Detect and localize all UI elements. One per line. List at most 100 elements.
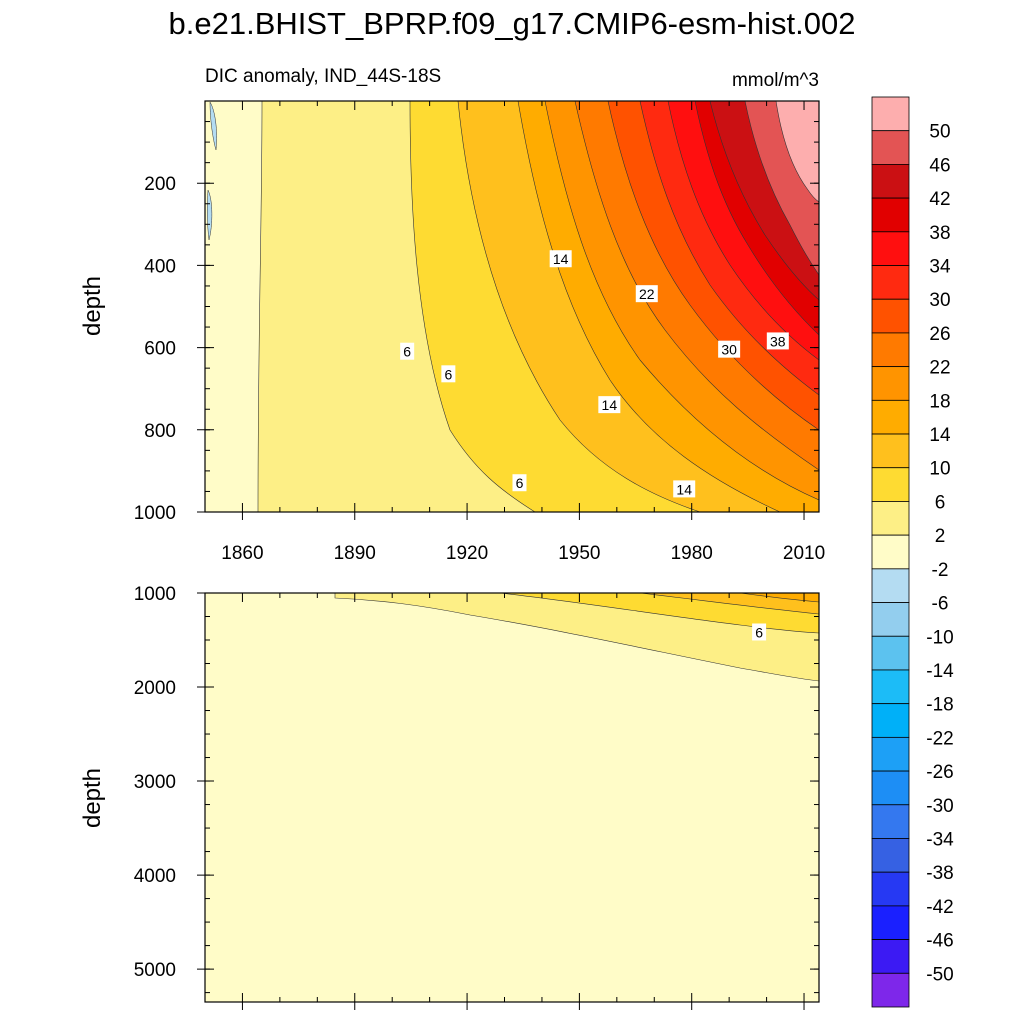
svg-text:6: 6: [755, 624, 763, 640]
colorbar-swatch: [871, 972, 910, 1008]
colorbar-label: -10: [926, 627, 953, 648]
colorbar-label: -46: [926, 931, 953, 952]
colorbar-swatch: [871, 905, 910, 940]
colorbar-label: 34: [929, 257, 951, 278]
chart-subtitle: DIC anomaly, IND_44S-18S: [205, 66, 441, 87]
colorbar-label: 46: [929, 155, 950, 176]
contour-label: 38: [766, 332, 789, 350]
colorbar-label: -6: [932, 594, 949, 615]
colorbar-label: -38: [926, 863, 953, 884]
colorbar-swatch: [871, 804, 910, 839]
colorbar-swatch: [871, 635, 910, 671]
colorbar-swatch: [871, 96, 910, 132]
colorbar-label: -26: [926, 762, 953, 783]
colorbar-label: 26: [929, 324, 950, 345]
contour-label: 6: [512, 474, 527, 492]
colorbar-swatch: [871, 568, 910, 603]
colorbar-label: 30: [929, 290, 950, 311]
colorbar-label: 42: [929, 189, 950, 210]
x-tick-label: 1980: [671, 543, 713, 564]
colorbar-swatch: [871, 602, 910, 637]
colorbar-label: -18: [926, 695, 953, 716]
contour-label: 22: [635, 285, 658, 303]
y-tick-label: 800: [144, 421, 176, 442]
colorbar: 50 46 42 38 34 30 26 22 18 14 10 6 2 -2 -6 -10 -14 -18 -22…: [871, 96, 954, 1008]
colorbar-label: 14: [929, 425, 951, 446]
svg-text:30: 30: [721, 342, 737, 358]
y-tick-label: 200: [144, 174, 176, 195]
chart-title: b.e21.BHIST_BPRP.f09_g17.CMIP6-esm-hist.…: [169, 6, 856, 41]
contour-label: 6: [441, 365, 456, 383]
svg-text:14: 14: [602, 397, 618, 413]
colorbar-swatch: [871, 770, 910, 806]
contour-label: 6: [400, 342, 415, 360]
colorbar-label: -34: [926, 829, 954, 850]
colorbar-swatch: [871, 366, 910, 401]
colorbar-swatch: [871, 467, 910, 502]
colorbar-swatch: [871, 399, 910, 435]
top-x-axis: 1860 1890 1920 1950 1980 2010: [204, 101, 825, 564]
colorbar-swatch: [871, 736, 910, 772]
colorbar-swatch: [871, 703, 910, 738]
colorbar-label: 50: [929, 122, 950, 143]
y-tick-label: 5000: [134, 960, 176, 981]
x-tick-label: 2010: [783, 543, 825, 564]
colorbar-swatch: [871, 130, 910, 165]
colorbar-label: -50: [926, 964, 953, 985]
colorbar-swatch: [871, 501, 910, 536]
contour-label: 14: [673, 480, 696, 498]
colorbar-label: -22: [926, 728, 953, 749]
y-tick-label: 3000: [134, 772, 176, 793]
bottom-y-axis-title: depth: [79, 768, 106, 828]
colorbar-swatch: [871, 265, 910, 300]
top-panel: 1860 1890 1920 1950 1980 2010 200 400 600 800 100…: [79, 100, 825, 564]
x-tick-label: 1890: [334, 543, 376, 564]
colorbar-swatch: [871, 534, 910, 570]
colorbar-swatch: [871, 433, 910, 469]
y-tick-label: 1000: [134, 584, 176, 605]
bottom-plot-frame: [204, 592, 820, 1003]
svg-text:6: 6: [403, 344, 411, 360]
svg-text:6: 6: [516, 475, 524, 491]
colorbar-swatch: [871, 332, 910, 368]
y-tick-label: 400: [144, 256, 176, 277]
colorbar-label: -14: [926, 661, 954, 682]
colorbar-swatch: [871, 231, 910, 266]
colorbar-label: 6: [935, 492, 946, 513]
svg-text:14: 14: [553, 251, 569, 267]
colorbar-label: 22: [929, 358, 950, 379]
colorbar-label: 10: [929, 459, 950, 480]
x-tick-label: 1920: [446, 543, 488, 564]
y-tick-label: 2000: [134, 678, 176, 699]
bottom-panel: 1000 2000 3000 4000 5000 6 depth: [79, 584, 820, 1010]
y-tick-label: 600: [144, 339, 176, 360]
top-y-axis-title: depth: [79, 276, 106, 336]
contour-label: 6: [752, 623, 767, 641]
colorbar-swatch: [871, 197, 910, 233]
colorbar-label: -30: [926, 796, 953, 817]
colorbar-label: -2: [932, 560, 949, 581]
y-tick-label: 4000: [134, 866, 176, 887]
top-contour-fill: [205, 101, 819, 512]
top-y-axis: 200 400 600 800 1000: [134, 100, 819, 524]
svg-text:22: 22: [639, 286, 655, 302]
colorbar-swatch: [871, 669, 910, 705]
colorbar-label: -42: [926, 897, 953, 918]
x-tick-label: 1860: [221, 543, 263, 564]
svg-text:6: 6: [444, 366, 452, 382]
top-contour-labels: 14 22 6 6 30 38 14 6 14: [400, 250, 789, 498]
bottom-x-axis: [204, 593, 805, 1010]
x-tick-label: 1950: [558, 543, 600, 564]
colorbar-label: 38: [929, 223, 950, 244]
bottom-y-axis: 1000 2000 3000 4000 5000: [134, 584, 819, 994]
colorbar-swatch: [871, 871, 910, 907]
bottom-contour-fill: [205, 593, 819, 1002]
y-tick-label: 1000: [134, 503, 176, 524]
colorbar-swatch: [871, 298, 910, 334]
colorbar-swatch: [871, 164, 910, 199]
colorbar-swatch: [871, 838, 910, 873]
svg-text:14: 14: [676, 481, 692, 497]
bottom-contour-labels: 6: [752, 623, 767, 641]
colorbar-swatch: [871, 939, 910, 974]
